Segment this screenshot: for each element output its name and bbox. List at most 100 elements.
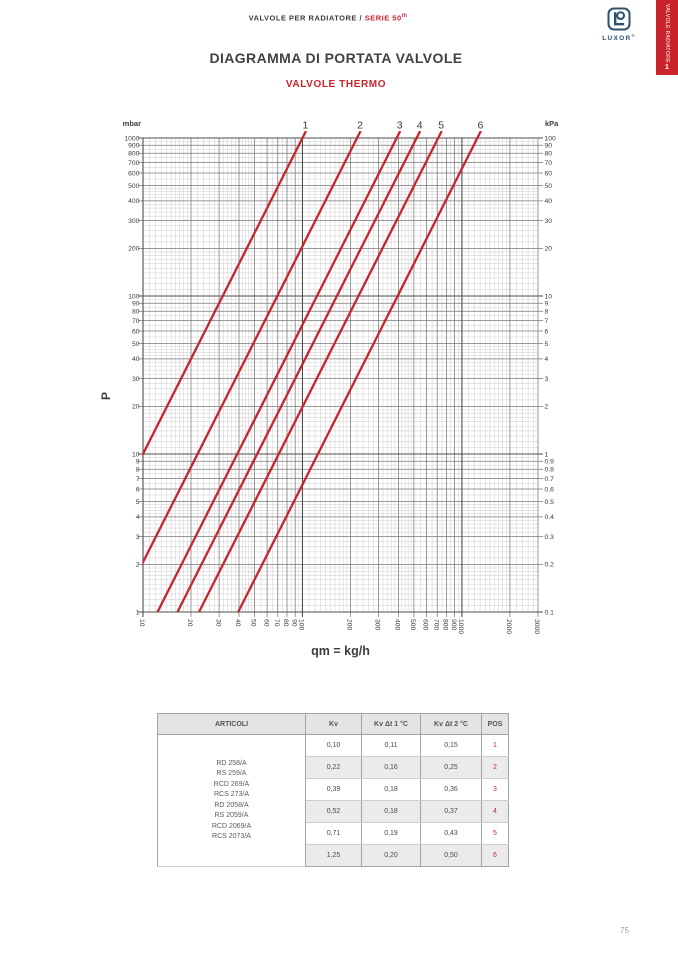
y-tick-label-kpa: 20: [545, 246, 553, 253]
table-row: 1,25 0,20 0,50 6: [158, 844, 509, 867]
kv-table: ARTICOLI Kv Kv Δt 1 °C Kv Δt 2 °C POS RD…: [157, 713, 509, 867]
y-tick-label-kpa: 0.8: [545, 467, 555, 474]
y-tick-label-kpa: 0.5: [545, 499, 555, 506]
table-header-articoli: ARTICOLI: [157, 713, 306, 735]
y-tick-label-mbar: 700: [128, 160, 140, 167]
x-tick-label: 30: [214, 619, 221, 627]
table-row: 0,22 0,16 0,25 2: [158, 756, 509, 779]
table-header-row: ARTICOLI Kv Kv Δt 1 °C Kv Δt 2 °C POS: [157, 713, 509, 735]
value-cell: 0,37: [420, 800, 482, 823]
x-tick-label: 3000: [533, 619, 540, 634]
flow-curve-3: [156, 131, 402, 613]
y-tick-label-kpa: 90: [545, 143, 553, 150]
x-tick-label: 60: [262, 619, 269, 627]
unit-label-mbar: mbar: [123, 119, 141, 128]
luxor-logo-icon: [607, 7, 631, 31]
unit-label-kpa: kPa: [545, 119, 559, 128]
articoli-cell: RD 258/A RS 259/A RCD 269/A RCS 273/A RD 205…: [157, 734, 306, 867]
pos-cell: 2: [481, 756, 509, 779]
articolo-item: RCS 273/A: [213, 791, 250, 798]
y-tick-label-kpa: 0.4: [545, 514, 555, 521]
value-cell: 0,11: [361, 734, 421, 757]
x-tick-label: 80: [282, 619, 289, 627]
y-tick-label-kpa: 0.9: [545, 459, 555, 466]
value-cell: 1,25: [305, 844, 362, 867]
articolo-item: RCS 2073/A: [212, 833, 251, 840]
y-tick-label-mbar: 100: [128, 293, 140, 300]
x-tick-label: 400: [394, 619, 401, 631]
y-tick-label-kpa: 50: [545, 183, 553, 190]
value-cell: 0,39: [305, 778, 362, 801]
page-subtitle: VALVOLE THERMO: [285, 79, 387, 90]
y-tick-label-mbar: 300: [128, 218, 140, 225]
value-cell: 0,10: [305, 734, 362, 757]
chapter-tab: VALVOLE RADIATORE 1: [656, 0, 678, 75]
y-tick-label-mbar: 80: [132, 309, 140, 316]
y-tick-label-kpa: 2: [545, 404, 549, 411]
value-cell: 0,18: [361, 800, 421, 823]
y-tick-label-mbar: 7: [136, 476, 140, 483]
y-tick-label-mbar: 1: [136, 609, 140, 616]
y-tick-label-mbar: 20: [132, 404, 140, 411]
breadcrumb: VALVOLE PER RADIATORE / SERIE 50th: [0, 13, 656, 23]
y-tick-label-mbar: 60: [132, 328, 140, 335]
y-tick-label-mbar: 3: [136, 534, 140, 541]
y-tick-label-kpa: 0.6: [545, 486, 555, 493]
value-cell: 0,22: [305, 756, 362, 779]
curve-number-label: 4: [417, 120, 423, 132]
y-tick-label-kpa: 3: [545, 376, 549, 383]
y-tick-label-mbar: 6: [136, 486, 140, 493]
y-tick-label-kpa: 7: [545, 318, 549, 325]
x-tick-label: 20: [186, 619, 193, 627]
value-cell: 0,52: [305, 800, 362, 823]
x-tick-label: 2000: [505, 619, 512, 634]
y-tick-label-mbar: 40: [132, 356, 140, 363]
y-tick-label-mbar: 8: [136, 467, 140, 474]
x-axis-title: qm = kg/h: [311, 644, 370, 658]
x-tick-label: 50: [250, 619, 257, 627]
y-tick-label-mbar: 70: [132, 318, 140, 325]
y-tick-label-mbar: 1000: [124, 135, 139, 142]
curve-number-label: 5: [438, 120, 444, 132]
y-tick-label-mbar: 5: [136, 499, 140, 506]
table-header-kv: Kv: [305, 713, 362, 735]
x-tick-label: 500: [409, 619, 416, 631]
pos-cell: 3: [481, 778, 509, 801]
table-row: RD 258/A RS 259/A RCD 269/A RCS 273/A RD 205…: [157, 734, 509, 867]
curve-number-label: 1: [303, 120, 309, 132]
x-tick-label: 40: [234, 619, 241, 627]
table-row: 0,71 0,19 0,43 5: [158, 822, 509, 845]
breadcrumb-section: VALVOLE PER RADIATORE /: [248, 13, 365, 23]
flow-curve-5: [197, 131, 443, 613]
flow-curve-1: [142, 131, 308, 458]
y-tick-label-kpa: 0.3: [545, 534, 555, 541]
pos-cell: 6: [481, 844, 509, 867]
y-tick-label-kpa: 0.7: [545, 476, 555, 483]
x-tick-label: 90: [290, 619, 297, 627]
articolo-item: RS 2059/A: [214, 812, 249, 819]
pos-cell: 1: [481, 734, 509, 757]
y-tick-label-kpa: 5: [545, 341, 549, 348]
y-axis-title: P: [99, 392, 113, 400]
y-tick-label-mbar: 2: [136, 562, 140, 569]
y-tick-label-mbar: 90: [132, 301, 140, 308]
flow-diagram-chart: 1 2 3 4 5 61000900800700600500400300200100908…: [99, 119, 559, 658]
value-cell: 0,43: [420, 822, 482, 845]
curve-number-label: 2: [357, 120, 363, 132]
value-cell: 0,15: [420, 734, 482, 757]
x-tick-label: 900: [450, 619, 457, 631]
y-tick-label-mbar: 10: [132, 451, 140, 458]
flow-curve-6: [237, 131, 482, 613]
table-row: 0,39 0,18 0,36 3: [158, 778, 509, 801]
articolo-item: RD 2058/A: [214, 801, 249, 809]
flow-curve-2: [142, 131, 362, 566]
x-tick-label: 70: [273, 619, 280, 627]
articolo-item: RCD 2069/A: [211, 822, 252, 830]
x-tick-label: 300: [374, 619, 381, 631]
value-cell: 0,36: [420, 778, 482, 801]
y-tick-label-kpa: 80: [545, 151, 553, 158]
curve-number-label: 6: [477, 120, 483, 132]
y-tick-label-kpa: 0.1: [545, 609, 555, 616]
x-tick-label: 10: [138, 619, 145, 627]
y-tick-label-kpa: 40: [545, 198, 553, 205]
